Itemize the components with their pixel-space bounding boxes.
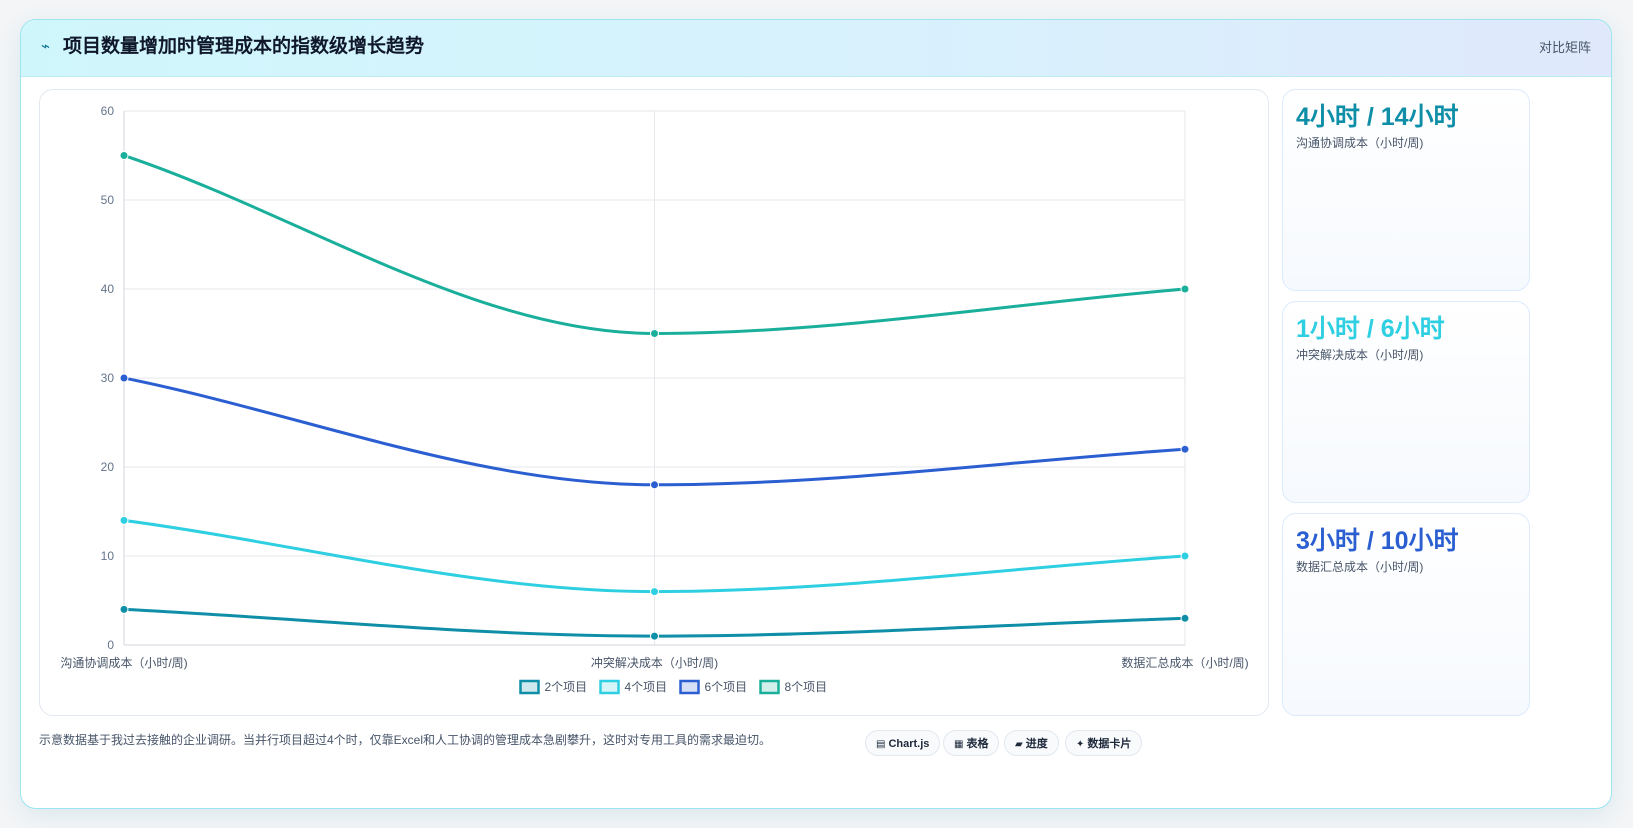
card-header: ⌁ 项目数量增加时管理成本的指数级增长趋势 对比矩阵 bbox=[21, 20, 1611, 77]
legend-label: 2个项目 bbox=[545, 680, 588, 694]
footnote: 示意数据基于我过去接触的企业调研。当并行项目超过4个时，仅靠Excel和人工协调… bbox=[39, 733, 772, 747]
y-tick-label: 50 bbox=[101, 193, 115, 207]
y-tick-label: 30 bbox=[101, 371, 115, 385]
view-chartjs-button[interactable]: ▤ Chart.js bbox=[865, 730, 941, 756]
chart-card: ⌁ 项目数量增加时管理成本的指数级增长趋势 对比矩阵 0 10 20 30 40 50 60… bbox=[20, 19, 1612, 809]
y-tick-label: 40 bbox=[101, 282, 115, 296]
legend-swatch bbox=[599, 679, 620, 695]
legend-item-4[interactable]: 8个项目 bbox=[759, 679, 828, 695]
view-table-button[interactable]: ▦ 表格 bbox=[943, 730, 1000, 756]
stat-label: 数据汇总成本（小时/周) bbox=[1296, 560, 1424, 574]
stat-label: 冲突解决成本（小时/周) bbox=[1296, 348, 1424, 362]
data-point bbox=[650, 631, 659, 641]
data-point bbox=[119, 604, 129, 614]
table-icon: ▦ bbox=[954, 739, 964, 750]
stat-card-communication: 4小时 / 14小时 沟通协调成本（小时/周) bbox=[1282, 89, 1530, 291]
sparkle-icon: ✦ bbox=[1076, 739, 1085, 750]
legend-item-2[interactable]: 4个项目 bbox=[599, 679, 668, 695]
line-chart: 0 10 20 30 40 50 60 沟通协调成本（小时/周) 冲突解决成本（小时/周) 数据汇… bbox=[60, 104, 1249, 695]
stat-card-data-summary: 3小时 / 10小时 数据汇总成本（小时/周) bbox=[1282, 513, 1530, 716]
data-point bbox=[650, 329, 659, 338]
data-point bbox=[1180, 284, 1190, 294]
chart-icon: ▤ bbox=[876, 739, 886, 750]
view-button-label: 表格 bbox=[966, 738, 989, 750]
view-button-label: 进度 bbox=[1025, 738, 1048, 750]
y-tick-label: 0 bbox=[107, 638, 114, 652]
chart-trend-icon: ⌁ bbox=[41, 38, 51, 55]
data-point bbox=[119, 515, 129, 525]
comparison-matrix-link[interactable]: 对比矩阵 bbox=[1538, 40, 1591, 55]
stat-label: 沟通协调成本（小时/周) bbox=[1296, 136, 1424, 150]
stat-value: 3小时 / 10小时 bbox=[1296, 527, 1459, 555]
legend-label: 6个项目 bbox=[705, 680, 748, 694]
legend-item-3[interactable]: 6个项目 bbox=[679, 679, 748, 695]
view-progress-button[interactable]: ▰ 进度 bbox=[1004, 730, 1059, 756]
data-point bbox=[1180, 551, 1190, 561]
x-tick-label: 数据汇总成本（小时/周) bbox=[1121, 655, 1248, 670]
y-tick-label: 10 bbox=[101, 549, 115, 563]
chart-panel: 0 10 20 30 40 50 60 沟通协调成本（小时/周) 冲突解决成本（小时/周) 数据汇… bbox=[39, 89, 1269, 716]
view-button-label: 数据卡片 bbox=[1087, 738, 1132, 750]
x-tick-label: 沟通协调成本（小时/周) bbox=[60, 655, 187, 670]
legend-swatch bbox=[679, 679, 700, 695]
stat-value: 1小时 / 6小时 bbox=[1296, 315, 1445, 343]
y-tick-label: 60 bbox=[101, 104, 115, 118]
legend-label: 4个项目 bbox=[625, 680, 668, 694]
data-point bbox=[650, 587, 659, 597]
view-button-label: Chart.js bbox=[888, 738, 930, 750]
data-point bbox=[119, 373, 129, 383]
stat-value: 4小时 / 14小时 bbox=[1296, 103, 1459, 131]
view-data-card-button[interactable]: ✦ 数据卡片 bbox=[1065, 730, 1143, 756]
y-tick-label: 20 bbox=[101, 460, 115, 474]
data-point bbox=[650, 480, 659, 490]
legend-item-1[interactable]: 2个项目 bbox=[519, 679, 588, 695]
data-point bbox=[1180, 613, 1190, 623]
legend-label: 8个项目 bbox=[785, 680, 828, 694]
legend-swatch bbox=[759, 679, 780, 695]
legend-swatch bbox=[519, 679, 540, 695]
data-point bbox=[1180, 444, 1190, 454]
stat-card-conflict: 1小时 / 6小时 冲突解决成本（小时/周) bbox=[1282, 301, 1530, 503]
x-tick-label: 冲突解决成本（小时/周) bbox=[591, 655, 718, 670]
progress-icon: ▰ bbox=[1015, 739, 1023, 750]
page-title: 项目数量增加时管理成本的指数级增长趋势 bbox=[63, 36, 425, 57]
data-point bbox=[119, 151, 129, 160]
